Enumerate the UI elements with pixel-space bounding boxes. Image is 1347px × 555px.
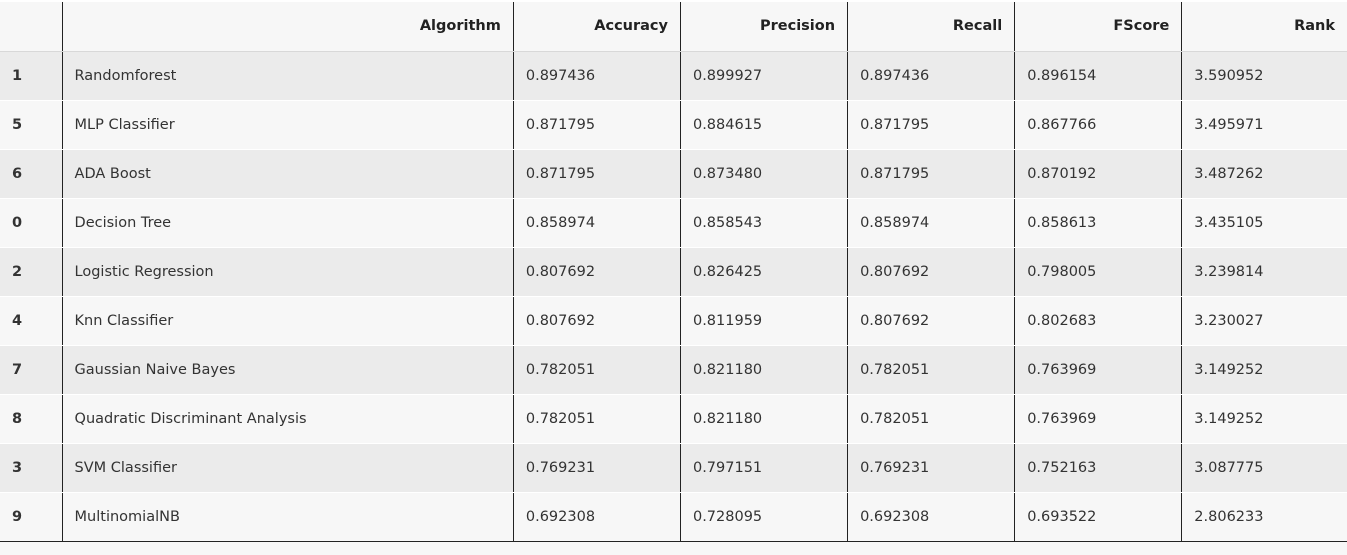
cell-fscore: 0.867766: [1014, 100, 1183, 150]
cell-precision: 0.873480: [680, 149, 849, 199]
table-row: 5 MLP Classifier 0.871795 0.884615 0.871…: [0, 100, 1347, 150]
cell-rank: 3.087775: [1181, 443, 1347, 493]
header-precision: Precision: [680, 0, 849, 52]
row-index: 4: [0, 296, 63, 346]
cell-precision: 0.899927: [680, 51, 849, 101]
cell-algorithm: MLP Classifier: [62, 100, 514, 150]
row-index: 2: [0, 247, 63, 297]
cell-rank: 3.230027: [1181, 296, 1347, 346]
cell-recall: 0.807692: [847, 247, 1016, 297]
cell-rank: 3.487262: [1181, 149, 1347, 199]
header-algorithm: Algorithm: [62, 0, 514, 52]
cell-precision: 0.821180: [680, 394, 849, 444]
row-index: 0: [0, 198, 63, 248]
table-row: 6 ADA Boost 0.871795 0.873480 0.871795 0…: [0, 149, 1347, 199]
cell-precision: 0.858543: [680, 198, 849, 248]
cell-fscore: 0.858613: [1014, 198, 1183, 248]
cell-accuracy: 0.782051: [513, 394, 681, 444]
cell-fscore: 0.798005: [1014, 247, 1183, 297]
cell-accuracy: 0.807692: [513, 296, 681, 346]
cell-recall: 0.807692: [847, 296, 1016, 346]
header-rank: Rank: [1181, 0, 1347, 52]
cell-fscore: 0.693522: [1014, 492, 1183, 542]
cell-algorithm: Decision Tree: [62, 198, 514, 248]
cell-fscore: 0.802683: [1014, 296, 1183, 346]
cell-algorithm: Quadratic Discriminant Analysis: [62, 394, 514, 444]
header-fscore: FScore: [1014, 0, 1183, 52]
table-row: 8 Quadratic Discriminant Analysis 0.7820…: [0, 394, 1347, 444]
header-row: Algorithm Accuracy Precision Recall FSco…: [0, 0, 1347, 52]
cell-accuracy: 0.871795: [513, 149, 681, 199]
row-index: 7: [0, 345, 63, 395]
cell-recall: 0.782051: [847, 345, 1016, 395]
cell-accuracy: 0.692308: [513, 492, 681, 542]
table-header: Algorithm Accuracy Precision Recall FSco…: [0, 0, 1347, 52]
cell-accuracy: 0.782051: [513, 345, 681, 395]
row-index: 5: [0, 100, 63, 150]
cell-fscore: 0.752163: [1014, 443, 1183, 493]
cell-recall: 0.782051: [847, 394, 1016, 444]
row-index: 9: [0, 492, 63, 542]
cell-algorithm: MultinomialNB: [62, 492, 514, 542]
cell-fscore: 0.896154: [1014, 51, 1183, 101]
cell-recall: 0.769231: [847, 443, 1016, 493]
cell-algorithm: SVM Classifier: [62, 443, 514, 493]
cell-fscore: 0.763969: [1014, 345, 1183, 395]
cell-rank: 3.590952: [1181, 51, 1347, 101]
cell-precision: 0.884615: [680, 100, 849, 150]
cell-rank: 3.239814: [1181, 247, 1347, 297]
cell-accuracy: 0.897436: [513, 51, 681, 101]
cell-fscore: 0.763969: [1014, 394, 1183, 444]
cell-accuracy: 0.807692: [513, 247, 681, 297]
table-row: 3 SVM Classifier 0.769231 0.797151 0.769…: [0, 443, 1347, 493]
cell-algorithm: Knn Classifier: [62, 296, 514, 346]
row-index: 6: [0, 149, 63, 199]
cell-accuracy: 0.769231: [513, 443, 681, 493]
cell-precision: 0.797151: [680, 443, 849, 493]
cell-rank: 3.435105: [1181, 198, 1347, 248]
cell-algorithm: Randomforest: [62, 51, 514, 101]
cell-rank: 3.495971: [1181, 100, 1347, 150]
cell-recall: 0.897436: [847, 51, 1016, 101]
header-index: [0, 0, 63, 52]
cell-rank: 2.806233: [1181, 492, 1347, 542]
cell-algorithm: ADA Boost: [62, 149, 514, 199]
table-row: 2 Logistic Regression 0.807692 0.826425 …: [0, 247, 1347, 297]
cell-rank: 3.149252: [1181, 394, 1347, 444]
cell-accuracy: 0.871795: [513, 100, 681, 150]
cell-fscore: 0.870192: [1014, 149, 1183, 199]
cell-recall: 0.692308: [847, 492, 1016, 542]
cell-precision: 0.826425: [680, 247, 849, 297]
cell-precision: 0.728095: [680, 492, 849, 542]
header-recall: Recall: [847, 0, 1016, 52]
cell-recall: 0.858974: [847, 198, 1016, 248]
row-index: 1: [0, 51, 63, 101]
cell-algorithm: Gaussian Naive Bayes: [62, 345, 514, 395]
cell-algorithm: Logistic Regression: [62, 247, 514, 297]
header-accuracy: Accuracy: [513, 0, 681, 52]
table-row: 9 MultinomialNB 0.692308 0.728095 0.6923…: [0, 492, 1347, 542]
cell-rank: 3.149252: [1181, 345, 1347, 395]
table-row: 0 Decision Tree 0.858974 0.858543 0.8589…: [0, 198, 1347, 248]
table-body: 1 Randomforest 0.897436 0.899927 0.89743…: [0, 51, 1347, 542]
table-row: 1 Randomforest 0.897436 0.899927 0.89743…: [0, 51, 1347, 101]
cell-recall: 0.871795: [847, 100, 1016, 150]
row-index: 3: [0, 443, 63, 493]
table-row: 7 Gaussian Naive Bayes 0.782051 0.821180…: [0, 345, 1347, 395]
cell-precision: 0.811959: [680, 296, 849, 346]
cell-recall: 0.871795: [847, 149, 1016, 199]
results-table: Algorithm Accuracy Precision Recall FSco…: [0, 0, 1347, 542]
row-index: 8: [0, 394, 63, 444]
cell-accuracy: 0.858974: [513, 198, 681, 248]
table-row: 4 Knn Classifier 0.807692 0.811959 0.807…: [0, 296, 1347, 346]
cell-precision: 0.821180: [680, 345, 849, 395]
